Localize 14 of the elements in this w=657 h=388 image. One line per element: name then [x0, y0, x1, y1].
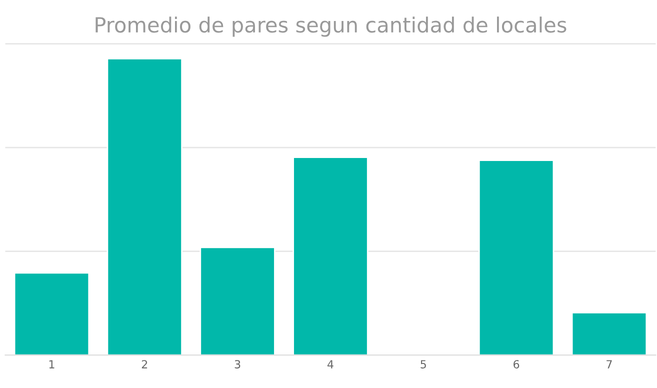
x-tick-label: 1 [49, 360, 54, 368]
x-tick-label: 7 [606, 360, 612, 368]
bar [292, 156, 368, 356]
bar [478, 160, 554, 356]
x-tick-label: 6 [514, 360, 520, 368]
x-tick-label: 2 [142, 360, 148, 368]
bar [571, 312, 648, 356]
x-tick-label: 3 [234, 360, 240, 368]
bar [200, 246, 276, 356]
bar [14, 272, 90, 356]
x-tick-label: 5 [420, 360, 426, 368]
x-tick-label: 4 [327, 360, 334, 368]
bar [106, 58, 182, 356]
chart-title: Promedio de pares segun cantidad de locales [96, 16, 566, 37]
